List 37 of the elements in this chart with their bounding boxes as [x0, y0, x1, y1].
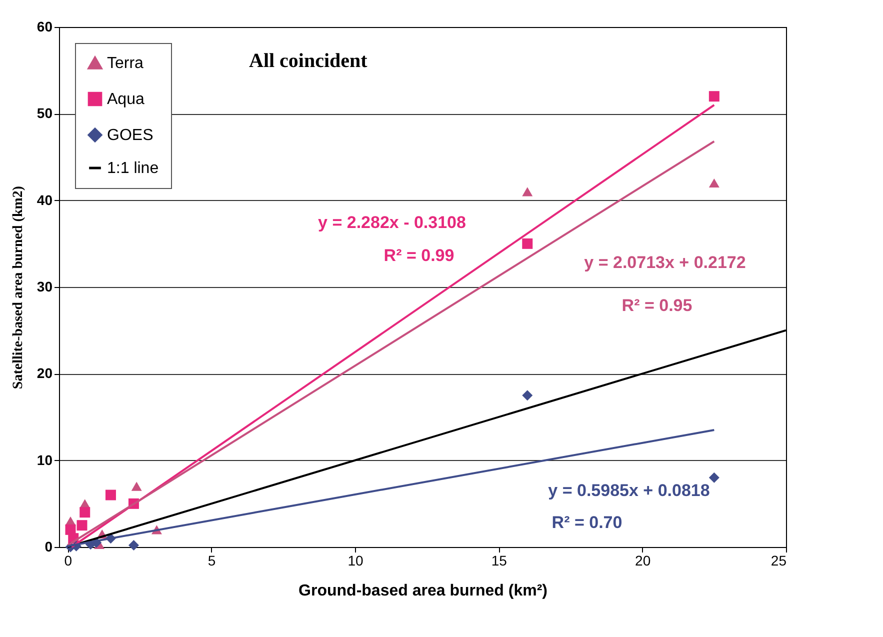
point [522, 238, 533, 249]
y-tick-label: 40 [36, 192, 53, 208]
point [708, 472, 720, 483]
x-tick-label: 0 [64, 552, 72, 568]
y-tick-label: 0 [44, 538, 53, 554]
legend-label: GOES [107, 127, 154, 144]
y-tick-label: 60 [36, 18, 53, 34]
point [708, 178, 720, 188]
point [708, 91, 720, 102]
x-tick-label: 20 [635, 552, 651, 568]
point [105, 490, 116, 500]
legend-label: Terra [107, 55, 144, 72]
x-tick-label: 15 [491, 552, 508, 568]
y-tick-label: 20 [36, 365, 53, 382]
y-tick-label: 50 [36, 105, 53, 122]
point [522, 390, 533, 401]
annotation: R² = 0.95 [622, 296, 692, 315]
text: All coincident [249, 50, 368, 72]
annotation: y = 0.5985x + 0.0818 [548, 481, 710, 500]
x-tick-label: 5 [208, 552, 216, 568]
x-axis-title: Ground-based area burned (km²) [298, 582, 548, 600]
x-tick-label: 10 [348, 552, 364, 568]
point [128, 540, 139, 551]
y-tick-label: 10 [36, 452, 53, 468]
point [522, 187, 533, 196]
y-axis-title: Satellite-based area burned (km2) [10, 186, 26, 390]
annotation: R² = 0.99 [384, 246, 454, 265]
legend-label: Aqua [107, 91, 144, 108]
point [131, 482, 142, 491]
x-tick-label: 25 [770, 552, 787, 568]
point [76, 520, 88, 531]
annotation: R² = 0.70 [552, 513, 622, 532]
annotation: y = 2.282x - 0.3108 [318, 213, 466, 232]
annotation: y = 2.0713x + 0.2172 [584, 253, 746, 272]
legend-label: 1:1 line [107, 160, 159, 177]
point [80, 507, 90, 518]
y-tick-label: 30 [36, 278, 53, 294]
